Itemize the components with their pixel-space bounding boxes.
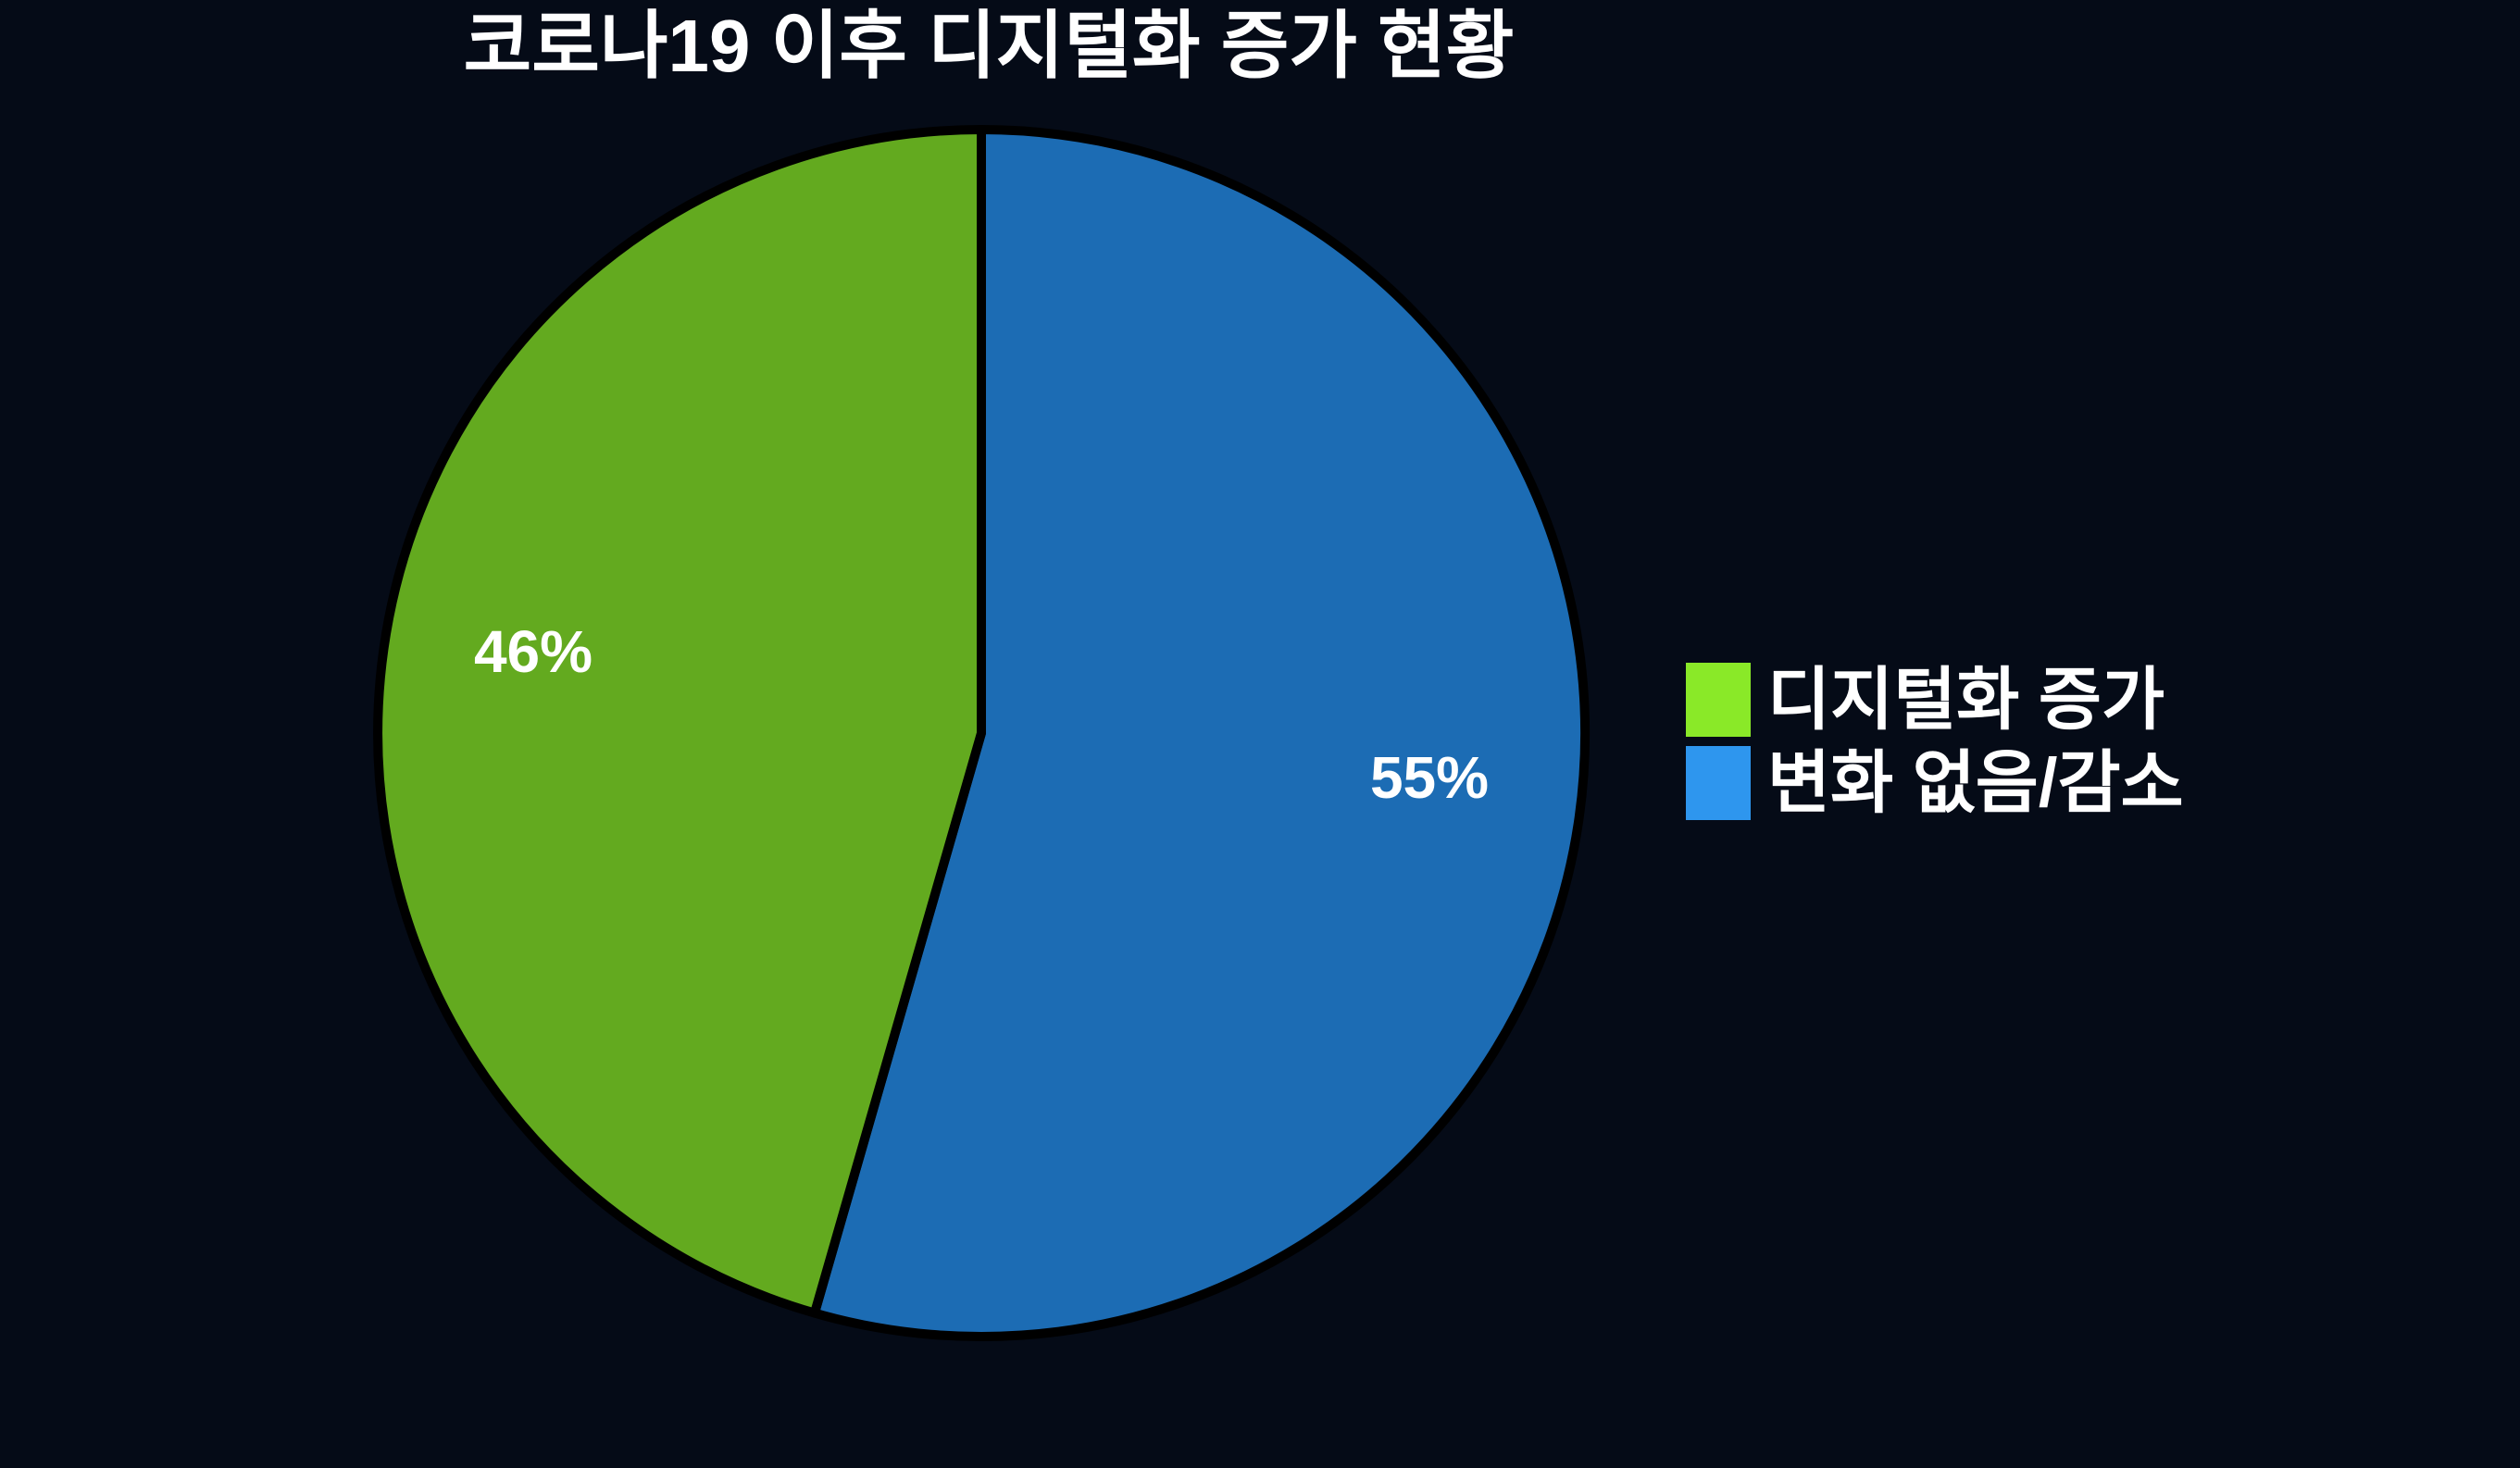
legend: 디지털화 증가 변화 없음/감소 [1686,663,2184,829]
legend-item-no-change-decrease: 변화 없음/감소 [1686,746,2184,820]
pie-slice-1 [809,125,1591,1341]
chart-title: 코로나19 이후 디지털화 증가 현황 [463,5,1515,87]
legend-item-digitalization-increase: 디지털화 증가 [1686,663,2184,737]
legend-swatch-blue [1686,746,1751,820]
legend-label-digitalization-increase: 디지털화 증가 [1767,661,2165,738]
pie-slice-0 [373,125,986,1318]
slice-percent-label-digitalization-increase: 46% [473,618,593,685]
legend-swatch-green [1686,663,1751,737]
slice-percent-label-no-change-decrease: 55% [1369,744,1490,811]
legend-label-no-change-decrease: 변화 없음/감소 [1767,744,2184,821]
